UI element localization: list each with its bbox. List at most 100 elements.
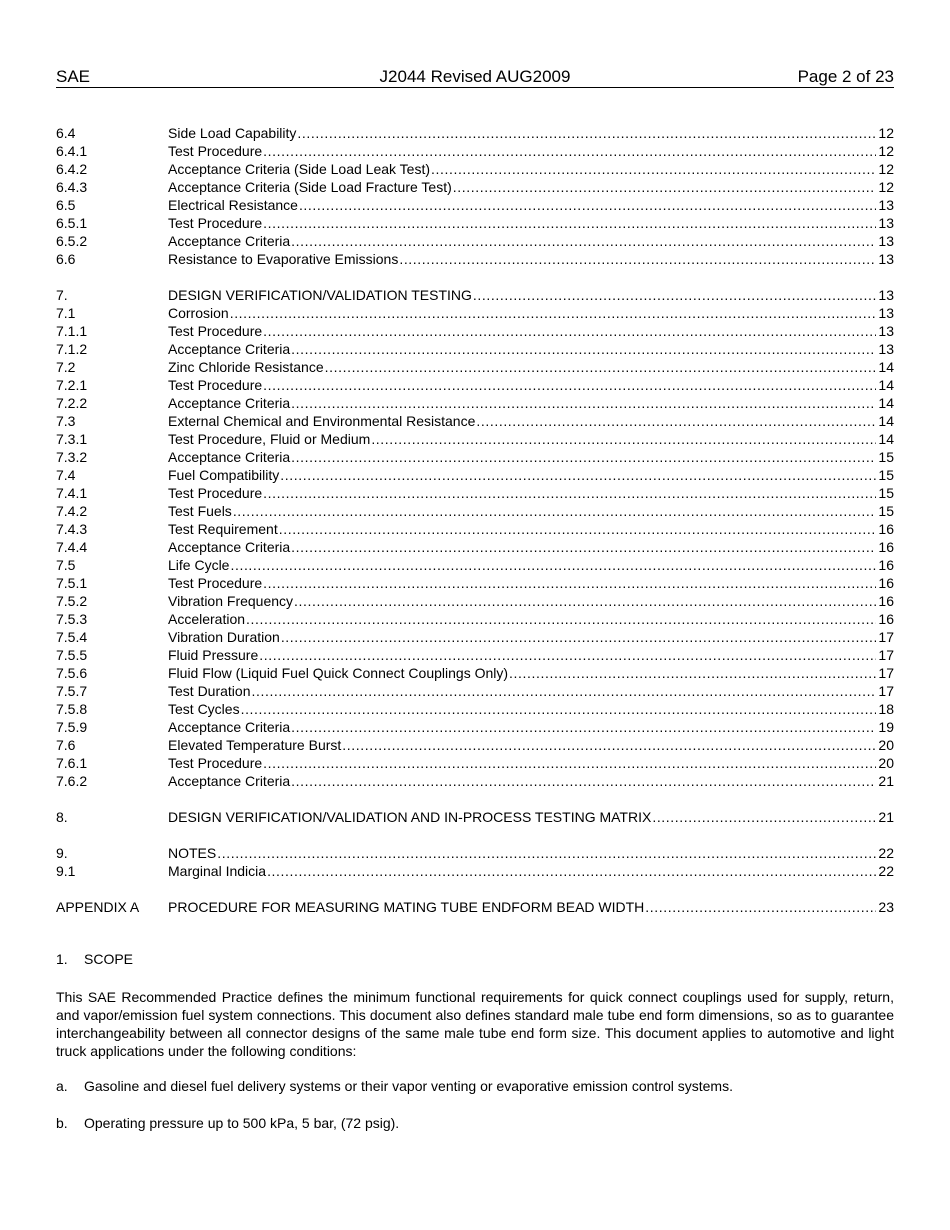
toc-entry[interactable]: 7.4.2 Test Fuels 15 bbox=[56, 502, 894, 520]
dot-leader bbox=[473, 286, 877, 304]
toc-entry[interactable]: 7. DESIGN VERIFICATION/VALIDATION TESTING… bbox=[56, 286, 894, 304]
toc-page: 22 bbox=[878, 845, 894, 861]
toc-page: 13 bbox=[878, 215, 894, 231]
toc-title: Vibration Frequency bbox=[168, 593, 294, 609]
toc-page: 18 bbox=[878, 701, 894, 717]
toc-title: Acceptance Criteria bbox=[168, 773, 291, 789]
toc-page: 16 bbox=[878, 593, 894, 609]
toc-entry[interactable]: 6.4 Side Load Capability 12 bbox=[56, 124, 894, 142]
toc-entry[interactable]: 7.2.2 Acceptance Criteria 14 bbox=[56, 394, 894, 412]
list-text: Gasoline and diesel fuel delivery system… bbox=[84, 1078, 733, 1094]
toc-number: 7.3.1 bbox=[56, 431, 88, 447]
toc-title: Marginal Indicia bbox=[168, 863, 267, 879]
toc-entry[interactable]: 7.5.3 Acceleration 16 bbox=[56, 610, 894, 628]
toc-entry[interactable]: 6.4.3 Acceptance Criteria (Side Load Frac… bbox=[56, 178, 894, 196]
toc-title: Acceptance Criteria bbox=[168, 449, 291, 465]
toc-entry[interactable]: APPENDIX A PROCEDURE FOR MEASURING MATING… bbox=[56, 898, 894, 916]
toc-entry[interactable]: 6.5 Electrical Resistance 13 bbox=[56, 196, 894, 214]
toc-page: 21 bbox=[878, 773, 894, 789]
toc-group: 8. DESIGN VERIFICATION/VALIDATION AND IN-… bbox=[56, 808, 894, 826]
toc-title: Fluid Flow (Liquid Fuel Quick Connect Co… bbox=[168, 665, 509, 681]
toc-page: 14 bbox=[878, 413, 894, 429]
toc-title: Zinc Chloride Resistance bbox=[168, 359, 324, 375]
toc-entry[interactable]: 7.1.1 Test Procedure 13 bbox=[56, 322, 894, 340]
toc-group: 7. DESIGN VERIFICATION/VALIDATION TESTING… bbox=[56, 286, 894, 790]
toc-entry[interactable]: 7.4.3 Test Requirement 16 bbox=[56, 520, 894, 538]
dot-leader bbox=[263, 574, 876, 592]
toc-entry[interactable]: 7.4.4 Acceptance Criteria 16 bbox=[56, 538, 894, 556]
toc-entry[interactable]: 7.5.8 Test Cycles 18 bbox=[56, 700, 894, 718]
toc-page: 15 bbox=[878, 467, 894, 483]
toc-number: 7.6.1 bbox=[56, 755, 88, 771]
toc-title: Acceptance Criteria bbox=[168, 539, 291, 555]
toc-number: 8. bbox=[56, 809, 68, 825]
toc-title: Vibration Duration bbox=[168, 629, 280, 645]
toc-page: 12 bbox=[878, 179, 894, 195]
toc-entry[interactable]: 7.5.1 Test Procedure 16 bbox=[56, 574, 894, 592]
toc-title: Acceptance Criteria bbox=[168, 719, 291, 735]
toc-title: Test Fuels bbox=[168, 503, 232, 519]
toc-title: Electrical Resistance bbox=[168, 197, 298, 213]
toc-entry[interactable]: 7.3.1 Test Procedure, Fluid or Medium 14 bbox=[56, 430, 894, 448]
toc-title: Fluid Pressure bbox=[168, 647, 259, 663]
dot-leader bbox=[291, 394, 876, 412]
toc-entry[interactable]: 9. NOTES 22 bbox=[56, 844, 894, 862]
toc-title: Test Procedure bbox=[168, 143, 263, 159]
toc-entry[interactable]: 7.5.9 Acceptance Criteria 19 bbox=[56, 718, 894, 736]
toc-entry[interactable]: 7.5.2 Vibration Frequency 16 bbox=[56, 592, 894, 610]
toc-number: 9.1 bbox=[56, 863, 76, 879]
toc-number: 7.5.1 bbox=[56, 575, 88, 591]
toc-entry[interactable]: 7.4 Fuel Compatibility 15 bbox=[56, 466, 894, 484]
toc-page: 17 bbox=[878, 665, 894, 681]
dot-leader bbox=[509, 664, 876, 682]
toc-page: 21 bbox=[878, 809, 894, 825]
toc-entry[interactable]: 7.1 Corrosion 13 bbox=[56, 304, 894, 322]
toc-title: Corrosion bbox=[168, 305, 229, 321]
toc-entry[interactable]: 7.5.7 Test Duration 17 bbox=[56, 682, 894, 700]
toc-page: 12 bbox=[878, 161, 894, 177]
toc-entry[interactable]: 7.2.1 Test Procedure 14 bbox=[56, 376, 894, 394]
toc-entry[interactable]: 6.4.2 Acceptance Criteria (Side Load Leak… bbox=[56, 160, 894, 178]
toc-entry[interactable]: 6.6 Resistance to Evaporative Emissions 13 bbox=[56, 250, 894, 268]
toc-entry[interactable]: 8. DESIGN VERIFICATION/VALIDATION AND IN-… bbox=[56, 808, 894, 826]
toc-entry[interactable]: 7.6.1 Test Procedure 20 bbox=[56, 754, 894, 772]
toc-number: 7.5 bbox=[56, 557, 76, 573]
toc-title: Test Duration bbox=[168, 683, 251, 699]
dot-leader bbox=[263, 322, 876, 340]
toc-page: 22 bbox=[878, 863, 894, 879]
section-heading-scope: 1. SCOPE bbox=[56, 950, 894, 968]
toc-entry[interactable]: 9.1 Marginal Indicia 22 bbox=[56, 862, 894, 880]
toc-number: 6.5 bbox=[56, 197, 76, 213]
dot-leader bbox=[230, 556, 876, 574]
toc-group: 9. NOTES 22 9.1 Marginal Indicia 22 bbox=[56, 844, 894, 880]
toc-entry[interactable]: 7.6.2 Acceptance Criteria 21 bbox=[56, 772, 894, 790]
toc-number: 7.5.6 bbox=[56, 665, 88, 681]
toc-page: 19 bbox=[878, 719, 894, 735]
toc-number: 6.5.2 bbox=[56, 233, 88, 249]
toc-entry[interactable]: 6.5.1 Test Procedure 13 bbox=[56, 214, 894, 232]
toc-entry[interactable]: 7.3 External Chemical and Environmental R… bbox=[56, 412, 894, 430]
toc-entry[interactable]: 6.4.1 Test Procedure 12 bbox=[56, 142, 894, 160]
toc-entry[interactable]: 7.1.2 Acceptance Criteria 13 bbox=[56, 340, 894, 358]
dot-leader bbox=[645, 898, 876, 916]
toc-title: Test Cycles bbox=[168, 701, 240, 717]
dot-leader bbox=[246, 610, 876, 628]
dot-leader bbox=[263, 376, 876, 394]
dot-leader bbox=[453, 178, 877, 196]
toc-page: 12 bbox=[878, 125, 894, 141]
toc-entry[interactable]: 7.3.2 Acceptance Criteria 15 bbox=[56, 448, 894, 466]
toc-number: APPENDIX A bbox=[56, 899, 140, 915]
toc-entry[interactable]: 7.5.6 Fluid Flow (Liquid Fuel Quick Conne… bbox=[56, 664, 894, 682]
toc-title: Test Procedure bbox=[168, 485, 263, 501]
toc-entry[interactable]: 7.4.1 Test Procedure 15 bbox=[56, 484, 894, 502]
toc-entry[interactable]: 7.6 Elevated Temperature Burst 20 bbox=[56, 736, 894, 754]
toc-page: 13 bbox=[878, 341, 894, 357]
toc-entry[interactable]: 7.5.4 Vibration Duration 17 bbox=[56, 628, 894, 646]
toc-entry[interactable]: 6.5.2 Acceptance Criteria 13 bbox=[56, 232, 894, 250]
toc-entry[interactable]: 7.5 Life Cycle 16 bbox=[56, 556, 894, 574]
toc-entry[interactable]: 7.5.5 Fluid Pressure 17 bbox=[56, 646, 894, 664]
toc-page: 12 bbox=[878, 143, 894, 159]
toc-entry[interactable]: 7.2 Zinc Chloride Resistance 14 bbox=[56, 358, 894, 376]
toc-title: Acceptance Criteria bbox=[168, 341, 291, 357]
section-number: 1. bbox=[56, 951, 68, 967]
